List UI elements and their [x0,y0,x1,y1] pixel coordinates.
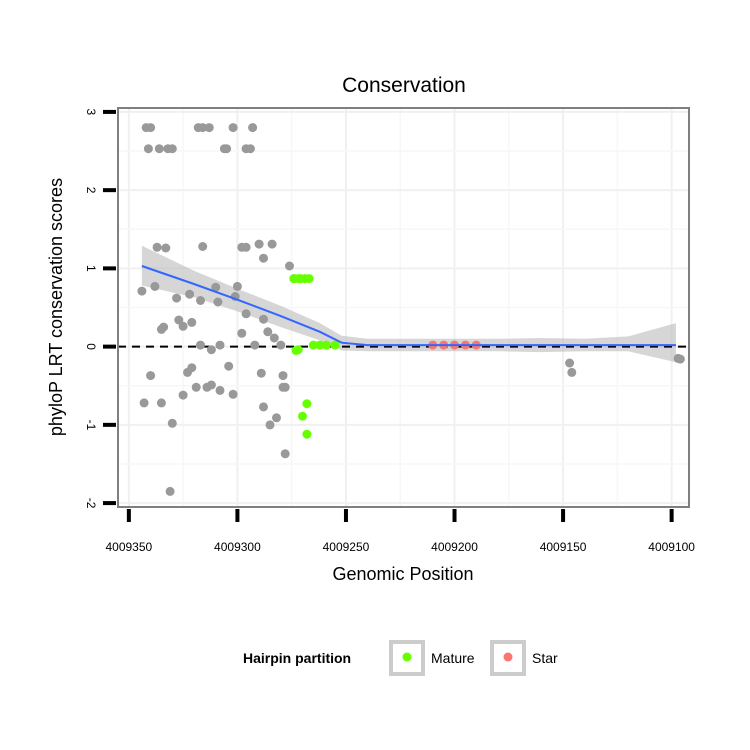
point-other [206,345,216,355]
point-other [256,368,266,378]
y-tick-label: 1 [84,265,98,272]
point-mature [304,274,314,284]
point-mature [298,411,307,421]
point-other [137,286,147,296]
point-other [154,144,164,154]
legend-dot-star [503,652,513,662]
chart-title: Conservation [342,74,466,97]
point-other [213,297,223,307]
point-other [215,385,225,395]
x-tick-label: 4009350 [105,540,152,554]
point-mature [330,340,340,350]
point-other [237,328,247,338]
legend-dot-mature [402,652,412,662]
legend-title: Hairpin partition [243,650,351,666]
point-other [259,402,268,412]
x-tick-label: 4009250 [323,540,370,554]
y-tick-label: -2 [84,498,98,509]
legend: Hairpin partition Mature Star [243,640,558,676]
point-other [280,449,290,459]
point-other [565,358,575,368]
point-other [143,144,153,154]
point-mature [308,340,318,350]
point-other [167,144,177,154]
point-other [259,253,268,263]
point-other [156,324,166,334]
point-other [206,380,216,390]
y-tick-label: -1 [84,420,98,431]
plot-panel-border [117,107,690,508]
point-other [204,123,214,133]
x-tick-label: 4009150 [540,540,587,554]
point-other [259,314,268,324]
point-mature [302,399,312,409]
smooth-line-layer [141,265,676,347]
point-other [285,261,294,271]
point-other [198,123,208,133]
point-other [185,289,195,299]
point-other [263,327,273,337]
point-mature [321,340,331,350]
point-other [248,123,258,133]
point-other [196,296,205,305]
point-other [165,486,175,496]
point-other [265,420,275,430]
point-mature [315,340,325,350]
point-mature [293,345,303,355]
point-other [245,144,255,154]
point-other [161,243,171,253]
x-tick-label: 4009200 [431,540,478,554]
point-other [174,315,184,325]
point-other [675,354,685,364]
legend-label-star: Star [532,650,558,666]
point-other [267,239,277,249]
point-other [215,340,225,350]
y-tick-label: 0 [84,343,98,350]
y-axis-title: phyloP LRT conservation scores [46,178,66,436]
point-other [278,371,288,381]
point-other [187,317,197,327]
point-other [146,371,156,381]
point-other [146,123,156,133]
y-tick-label: 3 [84,109,98,116]
smooth-trend-line [141,265,676,347]
point-other [211,282,221,292]
point-other [191,382,201,392]
point-other [172,293,182,303]
point-other [156,398,166,408]
point-other [187,363,197,373]
x-tick-label: 4009100 [648,540,695,554]
point-other [269,333,279,343]
point-other [241,242,251,252]
point-other [139,398,149,408]
point-other [150,281,160,291]
point-mature [302,429,312,439]
point-other [241,309,251,319]
point-other [232,281,242,291]
point-other [224,361,234,371]
point-other [272,413,281,423]
point-other [198,242,208,251]
point-other [178,321,188,331]
axes: 4009350 4009300 4009250 4009200 4009150 40091… [84,109,695,554]
point-other [228,123,238,133]
y-tick-label: 2 [84,187,98,194]
point-other [222,144,232,154]
point-other [254,239,264,249]
point-other [178,390,188,400]
x-axis-title: Genomic Position [332,564,473,584]
x-tick-label: 4009300 [214,540,261,554]
point-other [167,418,177,428]
point-other [196,340,205,350]
legend-label-mature: Mature [431,650,475,666]
point-other [280,382,290,392]
point-other [152,242,162,252]
point-other [567,367,577,377]
point-other [250,340,260,350]
point-other [228,389,238,399]
point-other [276,340,286,350]
